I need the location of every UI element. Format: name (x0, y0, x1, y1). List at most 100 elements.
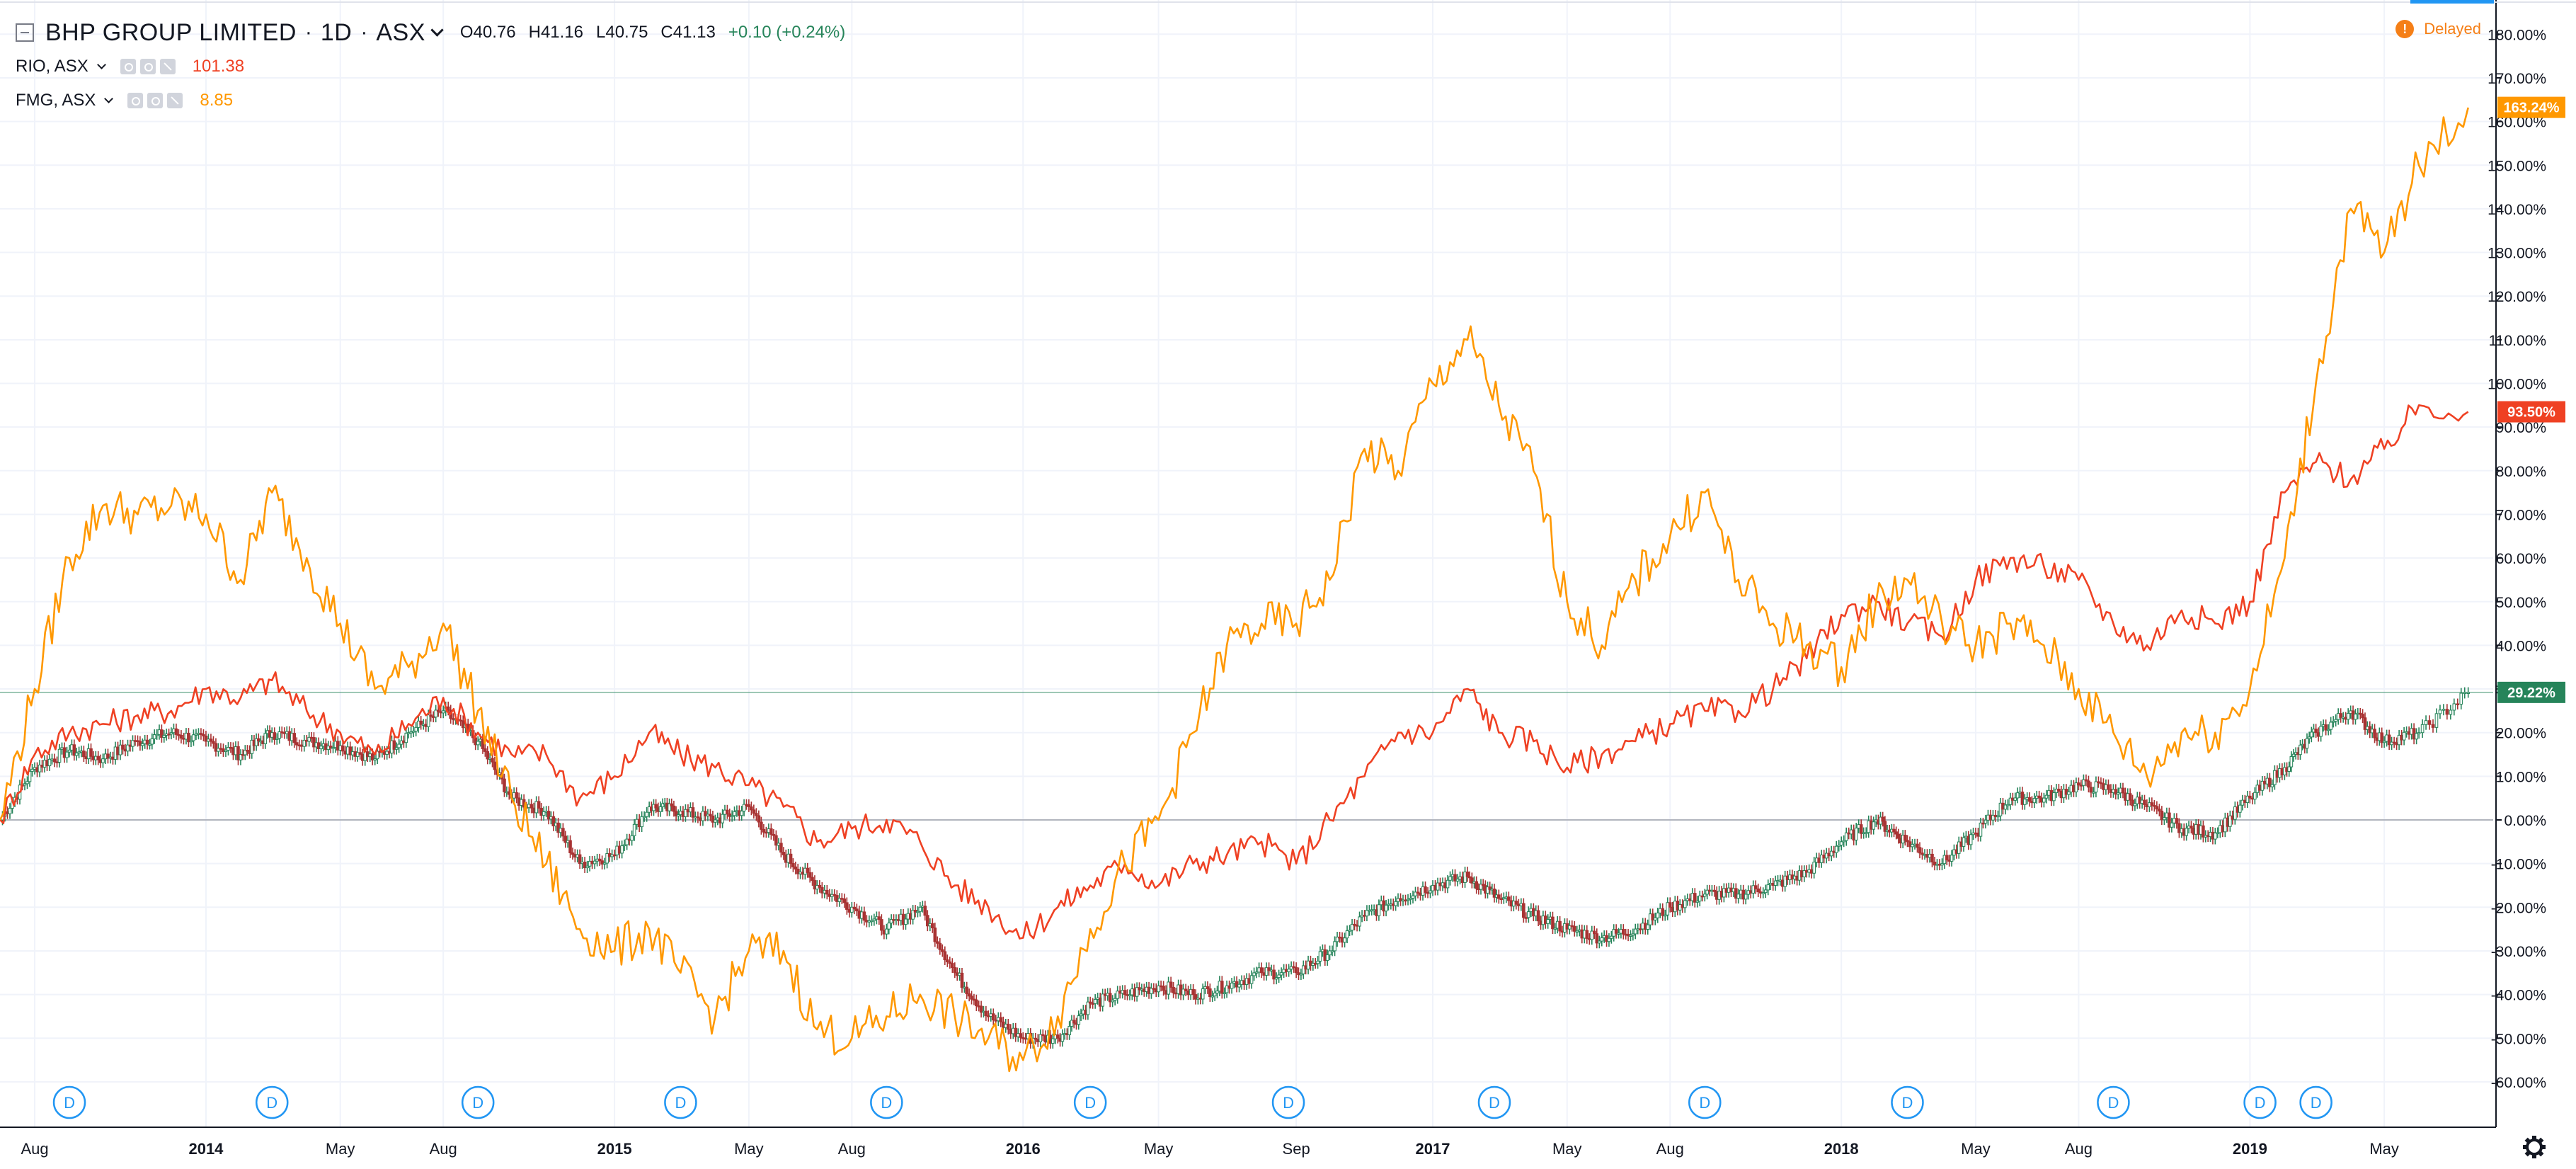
event-label: D (64, 1094, 75, 1112)
comparison-symbol-label[interactable]: RIO, ASX (16, 57, 88, 76)
interval-label[interactable]: 1D (320, 18, 353, 46)
candle-body (1213, 993, 1217, 996)
y-tick-label: 90.00% (2496, 420, 2546, 436)
event-circle[interactable] (664, 1085, 697, 1119)
dividend-event-marker[interactable]: D (2097, 1085, 2130, 1119)
candle-body (571, 852, 575, 855)
event-label: D (2311, 1094, 2322, 1112)
candle-body (791, 862, 795, 867)
collapse-icon[interactable] (16, 23, 34, 42)
y-tick-label: 100.00% (2488, 377, 2546, 393)
candle-body (1881, 816, 1884, 822)
visibility-toggle-icon[interactable] (120, 59, 136, 74)
candle-body (714, 819, 717, 823)
dividend-event-marker[interactable]: D (461, 1085, 495, 1119)
settings-gear-icon[interactable] (147, 93, 164, 108)
event-circle[interactable] (52, 1085, 86, 1119)
event-circle[interactable] (1891, 1085, 1924, 1119)
dividend-event-marker[interactable]: D (664, 1085, 697, 1119)
candle-body (434, 709, 437, 718)
x-tick-label: 2014 (188, 1140, 224, 1158)
candle-body (747, 804, 751, 808)
candle-body (414, 726, 418, 732)
dividend-event-marker[interactable]: D (2243, 1085, 2277, 1119)
event-circle[interactable] (1073, 1085, 1107, 1119)
chevron-down-icon[interactable] (96, 59, 106, 69)
candle-body (1384, 904, 1388, 912)
candle-body (1916, 843, 1919, 848)
candle-body (2415, 733, 2418, 740)
dividend-event-marker[interactable]: D (52, 1085, 86, 1119)
candle-body (227, 746, 230, 751)
candle-body (789, 853, 793, 864)
chevron-down-icon[interactable] (430, 23, 444, 37)
x-tick-label: 2019 (2233, 1140, 2267, 1158)
comparison-symbol-label[interactable]: FMG, ASX (16, 91, 96, 110)
warning-icon[interactable]: ! (2395, 20, 2415, 38)
candle-body (126, 744, 130, 752)
delayed-status[interactable]: ! Delayed (2395, 20, 2481, 38)
candle-body (328, 746, 333, 748)
candle-body (1930, 853, 1934, 862)
candle-body (1736, 894, 1741, 899)
candle-body (2319, 726, 2323, 737)
candle-body (2153, 804, 2156, 807)
remove-close-icon[interactable] (167, 93, 183, 108)
symbol-title[interactable]: BHP GROUP LIMITED (45, 18, 297, 46)
candle-body (2114, 789, 2118, 795)
candle-body (1837, 845, 1841, 847)
candle-body (2089, 787, 2093, 793)
remove-close-icon[interactable] (159, 59, 176, 74)
event-circle[interactable] (461, 1085, 495, 1119)
candle-body (254, 738, 258, 746)
candle-body (2346, 713, 2350, 720)
candle-body (1693, 893, 1697, 903)
dividend-event-marker[interactable]: D (1477, 1085, 1511, 1119)
event-circle[interactable] (2243, 1085, 2277, 1119)
candle-body (340, 745, 345, 752)
chevron-down-icon[interactable] (104, 93, 114, 103)
candle-body (1567, 925, 1572, 930)
candle-body (1230, 982, 1234, 989)
candle-body (2452, 703, 2456, 711)
event-circle[interactable] (1688, 1085, 1722, 1119)
dividend-event-marker[interactable]: D (1891, 1085, 1924, 1119)
candle-body (923, 906, 927, 916)
settings-gear-icon[interactable] (139, 59, 156, 74)
event-circle[interactable] (2299, 1085, 2332, 1119)
dividend-event-marker[interactable]: D (1688, 1085, 1722, 1119)
event-circle[interactable] (870, 1085, 903, 1119)
candle-body (1617, 933, 1620, 935)
candle-body (2057, 788, 2061, 792)
candle-body (1683, 900, 1687, 908)
dividend-event-marker[interactable]: D (2299, 1085, 2332, 1119)
y-tick-label: -20.00% (2491, 900, 2546, 916)
delayed-label: Delayed (2424, 20, 2481, 38)
candle-body (1802, 870, 1807, 877)
candle-body (150, 738, 154, 745)
candle-body (2099, 782, 2103, 785)
candle-body (597, 858, 602, 862)
candle-body (938, 942, 942, 950)
event-circle[interactable] (1271, 1085, 1305, 1119)
event-circle[interactable] (255, 1085, 289, 1119)
candle-body (670, 803, 674, 806)
event-circle[interactable] (2097, 1085, 2130, 1119)
dividend-event-marker[interactable]: D (870, 1085, 903, 1119)
exchange-label[interactable]: ASX (376, 18, 425, 46)
visibility-toggle-icon[interactable] (127, 93, 144, 108)
candle-body (704, 811, 707, 816)
candle-body (239, 754, 243, 760)
dividend-event-marker[interactable]: D (255, 1085, 289, 1119)
candle-body (1585, 930, 1589, 939)
settings-gear-icon[interactable] (2523, 1136, 2546, 1158)
dividend-event-marker[interactable]: D (1271, 1085, 1305, 1119)
candle-body (1446, 879, 1450, 889)
candle-body (1481, 884, 1485, 886)
event-circle[interactable] (1477, 1085, 1511, 1119)
candle-body (2270, 784, 2274, 787)
dividend-event-marker[interactable]: D (1073, 1085, 1107, 1119)
